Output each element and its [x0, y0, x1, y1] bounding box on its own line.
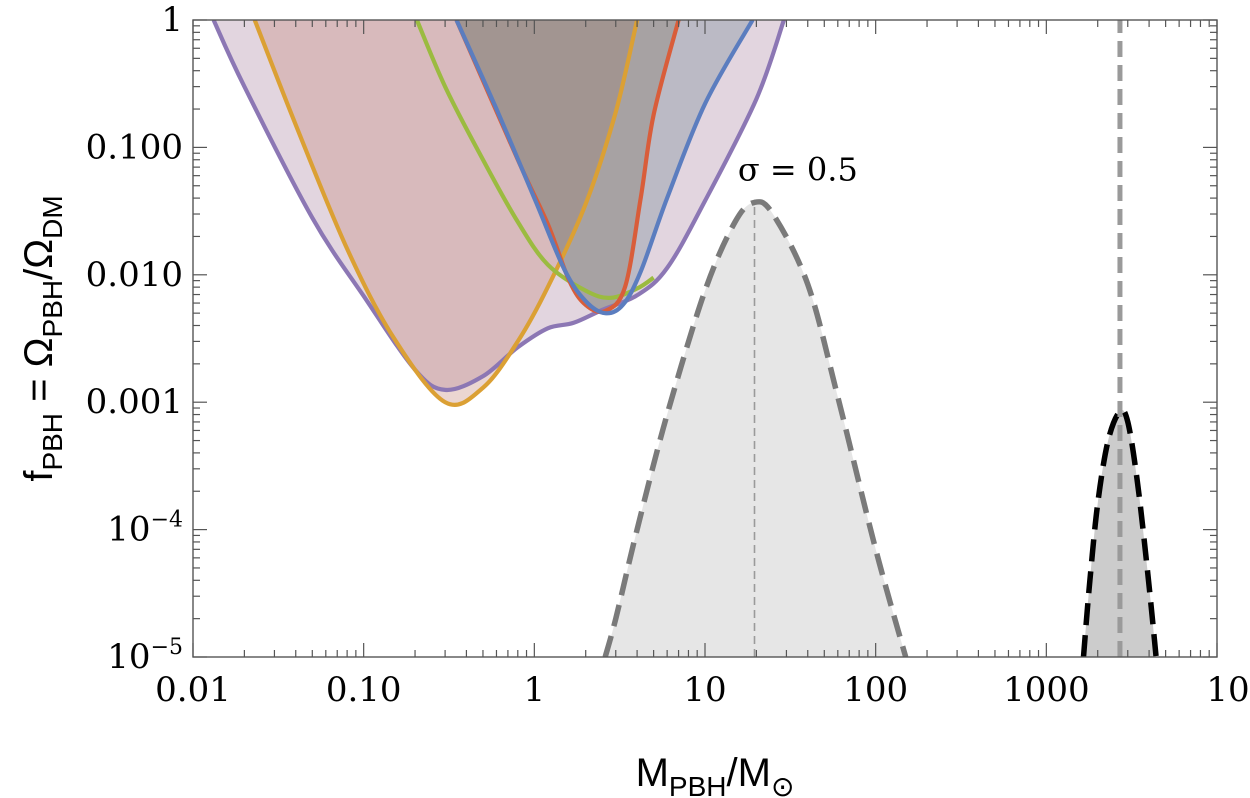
x-tick-label: 10 [683, 670, 726, 710]
x-tick-label: 100 [843, 670, 908, 710]
constraint-fill-red [456, 20, 679, 312]
narrow-peak-curve [1080, 407, 1159, 657]
x-tick-label: 0.10 [326, 670, 402, 710]
broad-lognormal-curve [602, 198, 909, 657]
broad-lognormal-fill [605, 201, 906, 657]
x-tick-label: 1000 [1003, 670, 1090, 710]
constraint-curve-purple [211, 20, 786, 393]
y-tick-label: 1 [161, 0, 183, 40]
constraint-fills [213, 20, 784, 405]
y-tick-label: 0.001 [86, 382, 183, 422]
constraint-fill-blue [456, 20, 753, 314]
y-tick-label: 0.100 [86, 127, 183, 167]
constraint-curve-blue [454, 20, 755, 316]
constraint-curve-orange [252, 20, 640, 407]
annotations: σ = 0.5 [738, 150, 858, 188]
sigma-annotation: σ = 0.5 [738, 150, 858, 188]
tick-labels: 0.01 0.10 1 10 100 1000 104 1 0.100 0.010 0.001 10−… [86, 0, 1250, 710]
x-tick-label: 104 [1206, 668, 1250, 710]
constraint-fill-orange [254, 20, 638, 405]
x-axis-title: MPBH/M⊙ [636, 751, 795, 798]
constraint-fill-purple [213, 20, 784, 390]
y-tick-label: 0.010 [86, 255, 183, 295]
x-tick-label: 0.01 [155, 670, 231, 710]
distribution-curves [602, 198, 1159, 657]
x-tick-label: 1 [524, 670, 546, 710]
axis-ticks [192, 19, 1218, 658]
y-axis-title: fPBH = ΩPBH/ΩDM [17, 195, 68, 481]
y-tick-label: 10−4 [107, 508, 183, 550]
constraint-curve-green [414, 20, 655, 300]
constraint-curves [211, 20, 786, 407]
reference-lines [753, 20, 1123, 657]
